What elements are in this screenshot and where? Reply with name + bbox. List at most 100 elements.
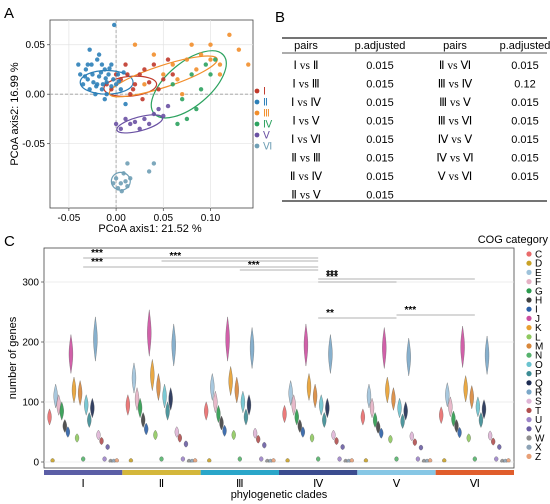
scatter-point — [137, 126, 142, 132]
violin — [65, 426, 70, 438]
scatter-point — [198, 52, 204, 57]
violin — [478, 412, 484, 428]
violin — [59, 401, 64, 421]
cog-legend-label: V — [535, 424, 542, 435]
cog-legend-swatch — [526, 398, 532, 404]
violin — [144, 422, 149, 436]
scatter-y-axis-label: PCoA axis2: 16.99 % — [9, 62, 21, 166]
y-tick-label: 200 — [22, 338, 39, 349]
scatter-point — [217, 72, 223, 77]
scatter-point — [89, 62, 94, 67]
scatter-point — [170, 62, 175, 67]
violin — [105, 444, 110, 450]
cog-legend-title: COG category — [478, 234, 549, 246]
violin — [74, 433, 80, 443]
cog-legend-swatch — [526, 306, 532, 312]
violin — [366, 383, 372, 409]
scatter-point — [236, 47, 242, 52]
violin — [56, 394, 61, 416]
scatter-point — [115, 72, 121, 77]
scatter-point — [106, 72, 111, 77]
clade-band-segment — [44, 470, 123, 475]
scatter-point — [132, 119, 138, 125]
scatter-point — [103, 76, 108, 81]
scatter-point — [121, 70, 126, 75]
violin — [363, 458, 369, 463]
cog-legend-swatch — [526, 453, 532, 459]
violin — [445, 382, 450, 407]
scatter-point — [95, 57, 100, 62]
clade-band-segment — [357, 470, 436, 475]
violin — [237, 456, 242, 462]
violin — [234, 377, 239, 403]
violin-x-axis-label: phylogenetic clades — [231, 489, 328, 501]
significance-label: *** — [326, 269, 338, 280]
scatter-point — [217, 62, 223, 67]
table-pvalue-cell: 0.015 — [511, 116, 539, 128]
scatter-point — [142, 82, 147, 87]
violin — [150, 359, 155, 391]
violin — [497, 444, 502, 450]
violin — [466, 433, 471, 443]
scatter-point — [203, 62, 208, 67]
panel-letter-b: B — [275, 9, 285, 26]
violin — [360, 408, 365, 426]
violin — [400, 413, 405, 429]
violin — [469, 384, 474, 410]
scatter-point — [118, 181, 124, 186]
violin — [475, 396, 480, 418]
scatter-point — [99, 62, 105, 67]
y-tick-label: 0.05 — [26, 40, 46, 51]
table-header-cell: pairs — [294, 40, 318, 52]
y-tick-label: -0.05 — [22, 139, 45, 150]
violin — [134, 387, 140, 411]
table-pvalue-cell: 0.015 — [366, 97, 394, 109]
violin — [297, 419, 302, 433]
scatter-ticks: -0.05 0.00 0.05 0.10 -0.05 0.00 0.05 — [22, 40, 220, 224]
cog-legend-swatch — [526, 315, 532, 321]
cog-legend-label: R — [535, 388, 542, 399]
scatter-point — [96, 52, 102, 57]
scatter-point — [104, 92, 109, 97]
legend-label: Ⅳ — [263, 120, 273, 131]
clade-band-segment — [279, 470, 358, 475]
scatter-point — [123, 116, 128, 122]
x-tick-label: 0.05 — [154, 213, 174, 224]
table-pair-cell: Ⅰ vs Ⅴ — [292, 116, 320, 128]
cog-legend-label: M — [535, 342, 543, 353]
violin — [147, 309, 152, 357]
violin — [93, 316, 98, 362]
violin — [256, 434, 261, 444]
violin — [177, 433, 182, 443]
legend-label: Ⅰ — [263, 87, 266, 98]
scatter-point — [102, 96, 107, 102]
scatter-point — [146, 80, 152, 85]
scatter-point — [156, 106, 161, 112]
violin — [271, 458, 276, 463]
scatter-point — [85, 77, 90, 82]
violin — [62, 419, 67, 433]
violin — [259, 456, 264, 462]
violin — [391, 387, 396, 411]
clade-color-band — [44, 470, 514, 475]
violin — [319, 394, 324, 416]
significance-brackets: *** ****** ************** — [83, 248, 475, 319]
scatter-point — [227, 32, 232, 38]
violin — [207, 458, 212, 463]
violin — [231, 429, 236, 441]
scatter-point — [123, 62, 128, 67]
scatter-point — [96, 74, 102, 79]
scatter-point — [115, 186, 121, 191]
table-pvalue-cell: 0.015 — [511, 171, 539, 183]
violin — [225, 316, 230, 362]
table-pair-cell: Ⅰ vs Ⅱ — [293, 60, 318, 72]
violin — [472, 456, 477, 462]
scatter-point — [100, 82, 106, 87]
violin — [488, 430, 493, 441]
legend-swatch — [254, 121, 260, 127]
clade-tick-labels: Ⅰ Ⅱ Ⅲ Ⅳ Ⅴ Ⅵ — [82, 478, 480, 490]
cog-legend-label: K — [535, 323, 542, 334]
